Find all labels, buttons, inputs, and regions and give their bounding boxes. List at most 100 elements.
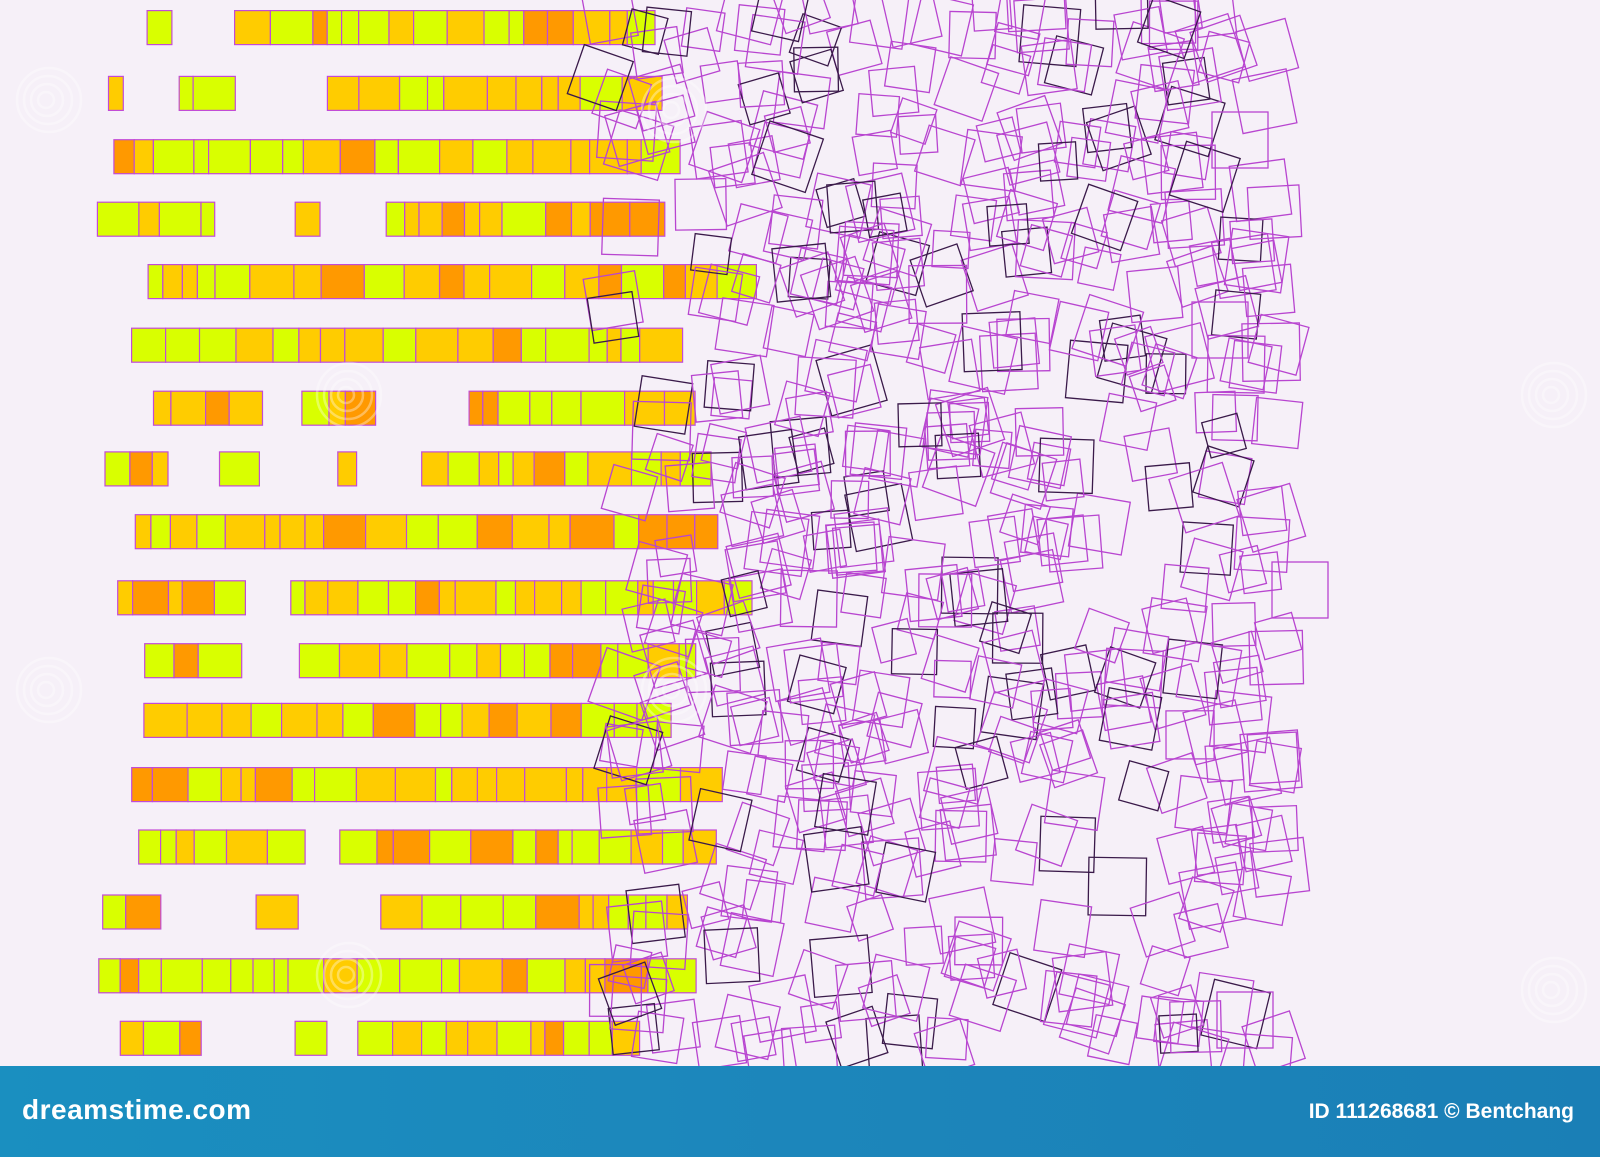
- filled-square: [264, 514, 281, 550]
- outline-square: [1228, 158, 1293, 223]
- outline-square: [1088, 324, 1142, 378]
- outline-square: [757, 710, 810, 763]
- filled-square: [294, 201, 321, 237]
- outline-square: [880, 535, 946, 601]
- filled-square: [663, 264, 687, 300]
- outline-square: [704, 621, 761, 678]
- outline-square: [913, 124, 976, 187]
- outline-square: [724, 540, 787, 603]
- outline-square: [873, 298, 920, 345]
- outline-square: [595, 100, 658, 162]
- abstract-pattern-artwork: [96, 0, 1588, 1066]
- filled-square: [104, 451, 131, 487]
- outline-square: [933, 659, 972, 699]
- outline-square: [1141, 342, 1198, 400]
- filled-square: [526, 958, 566, 994]
- outline-square: [1241, 263, 1296, 318]
- outline-square: [699, 842, 768, 911]
- filled-square: [498, 451, 514, 487]
- outline-square: [1163, 130, 1213, 181]
- filled-square: [249, 139, 284, 175]
- filled-square: [344, 390, 377, 426]
- outline-square: [745, 755, 794, 804]
- outline-square: [1204, 742, 1245, 784]
- filled-square: [569, 514, 615, 550]
- filled-square: [564, 264, 600, 300]
- outline-square: [813, 740, 861, 788]
- outline-square: [868, 65, 920, 118]
- outline-square: [699, 60, 744, 104]
- filled-square: [606, 327, 622, 363]
- filled-square: [218, 451, 261, 487]
- watermark-spiral-icon: [1520, 361, 1588, 429]
- outline-square: [1174, 12, 1247, 85]
- outline-square: [681, 881, 730, 930]
- outline-square: [931, 229, 971, 270]
- outline-square: [714, 297, 775, 358]
- outline-square: [1193, 832, 1247, 886]
- filled-square: [133, 139, 154, 175]
- filled-square: [449, 643, 478, 679]
- filled-square: [564, 958, 586, 994]
- outline-square: [1099, 392, 1158, 451]
- outline-square: [1169, 1000, 1223, 1054]
- outline-square: [1038, 437, 1095, 495]
- outline-square: [1147, 39, 1200, 93]
- outline-square: [1236, 485, 1288, 537]
- filled-square: [588, 1020, 613, 1056]
- outline-square: [948, 963, 1018, 1033]
- outline-square: [1123, 427, 1179, 482]
- filled-square: [392, 1020, 423, 1056]
- filled-square: [482, 390, 499, 426]
- filled-square: [578, 894, 594, 930]
- filled-square: [580, 580, 607, 616]
- outline-square: [691, 451, 744, 504]
- outline-square: [1144, 321, 1216, 393]
- filled-square: [557, 829, 573, 865]
- outline-square: [851, 669, 911, 729]
- outline-square: [918, 777, 971, 830]
- outline-square: [1155, 1021, 1230, 1066]
- outline-square: [981, 629, 1046, 694]
- filled-square: [463, 201, 481, 237]
- outline-square: [835, 275, 893, 333]
- filled-square: [291, 766, 316, 803]
- filled-square: [399, 958, 443, 994]
- outline-square: [597, 783, 653, 839]
- outline-square: [1032, 677, 1090, 735]
- outline-square: [670, 572, 734, 637]
- watermark-image-id: ID 111268681 © Bentchang: [1308, 1100, 1574, 1123]
- outline-square: [862, 207, 933, 278]
- outline-square: [1066, 136, 1112, 182]
- outline-square: [1060, 221, 1109, 270]
- outline-square: [926, 410, 977, 461]
- outline-square: [1194, 390, 1238, 434]
- outline-square: [890, 628, 939, 676]
- filled-square: [404, 201, 420, 237]
- filled-square: [357, 1020, 394, 1056]
- filled-square: [150, 514, 172, 550]
- outline-square: [1140, 0, 1197, 45]
- outline-square: [627, 63, 696, 132]
- filled-square: [387, 580, 417, 616]
- filled-square: [501, 958, 528, 994]
- filled-square: [339, 829, 378, 865]
- outline-square: [582, 269, 644, 332]
- outline-square: [1037, 141, 1079, 182]
- filled-square: [512, 829, 537, 865]
- outline-square: [992, 951, 1063, 1023]
- filled-square: [221, 702, 252, 739]
- filled-square: [186, 702, 223, 739]
- outline-square: [968, 655, 1023, 709]
- filled-square: [144, 643, 175, 679]
- outline-square: [1104, 79, 1170, 144]
- outline-square: [857, 973, 911, 1028]
- filled-square: [196, 514, 226, 550]
- filled-square: [486, 75, 517, 112]
- outline-square: [897, 402, 943, 448]
- filled-square: [107, 75, 124, 112]
- filled-square: [451, 766, 479, 803]
- filled-square: [666, 514, 696, 550]
- outline-square: [1082, 118, 1137, 173]
- outline-square: [744, 415, 813, 484]
